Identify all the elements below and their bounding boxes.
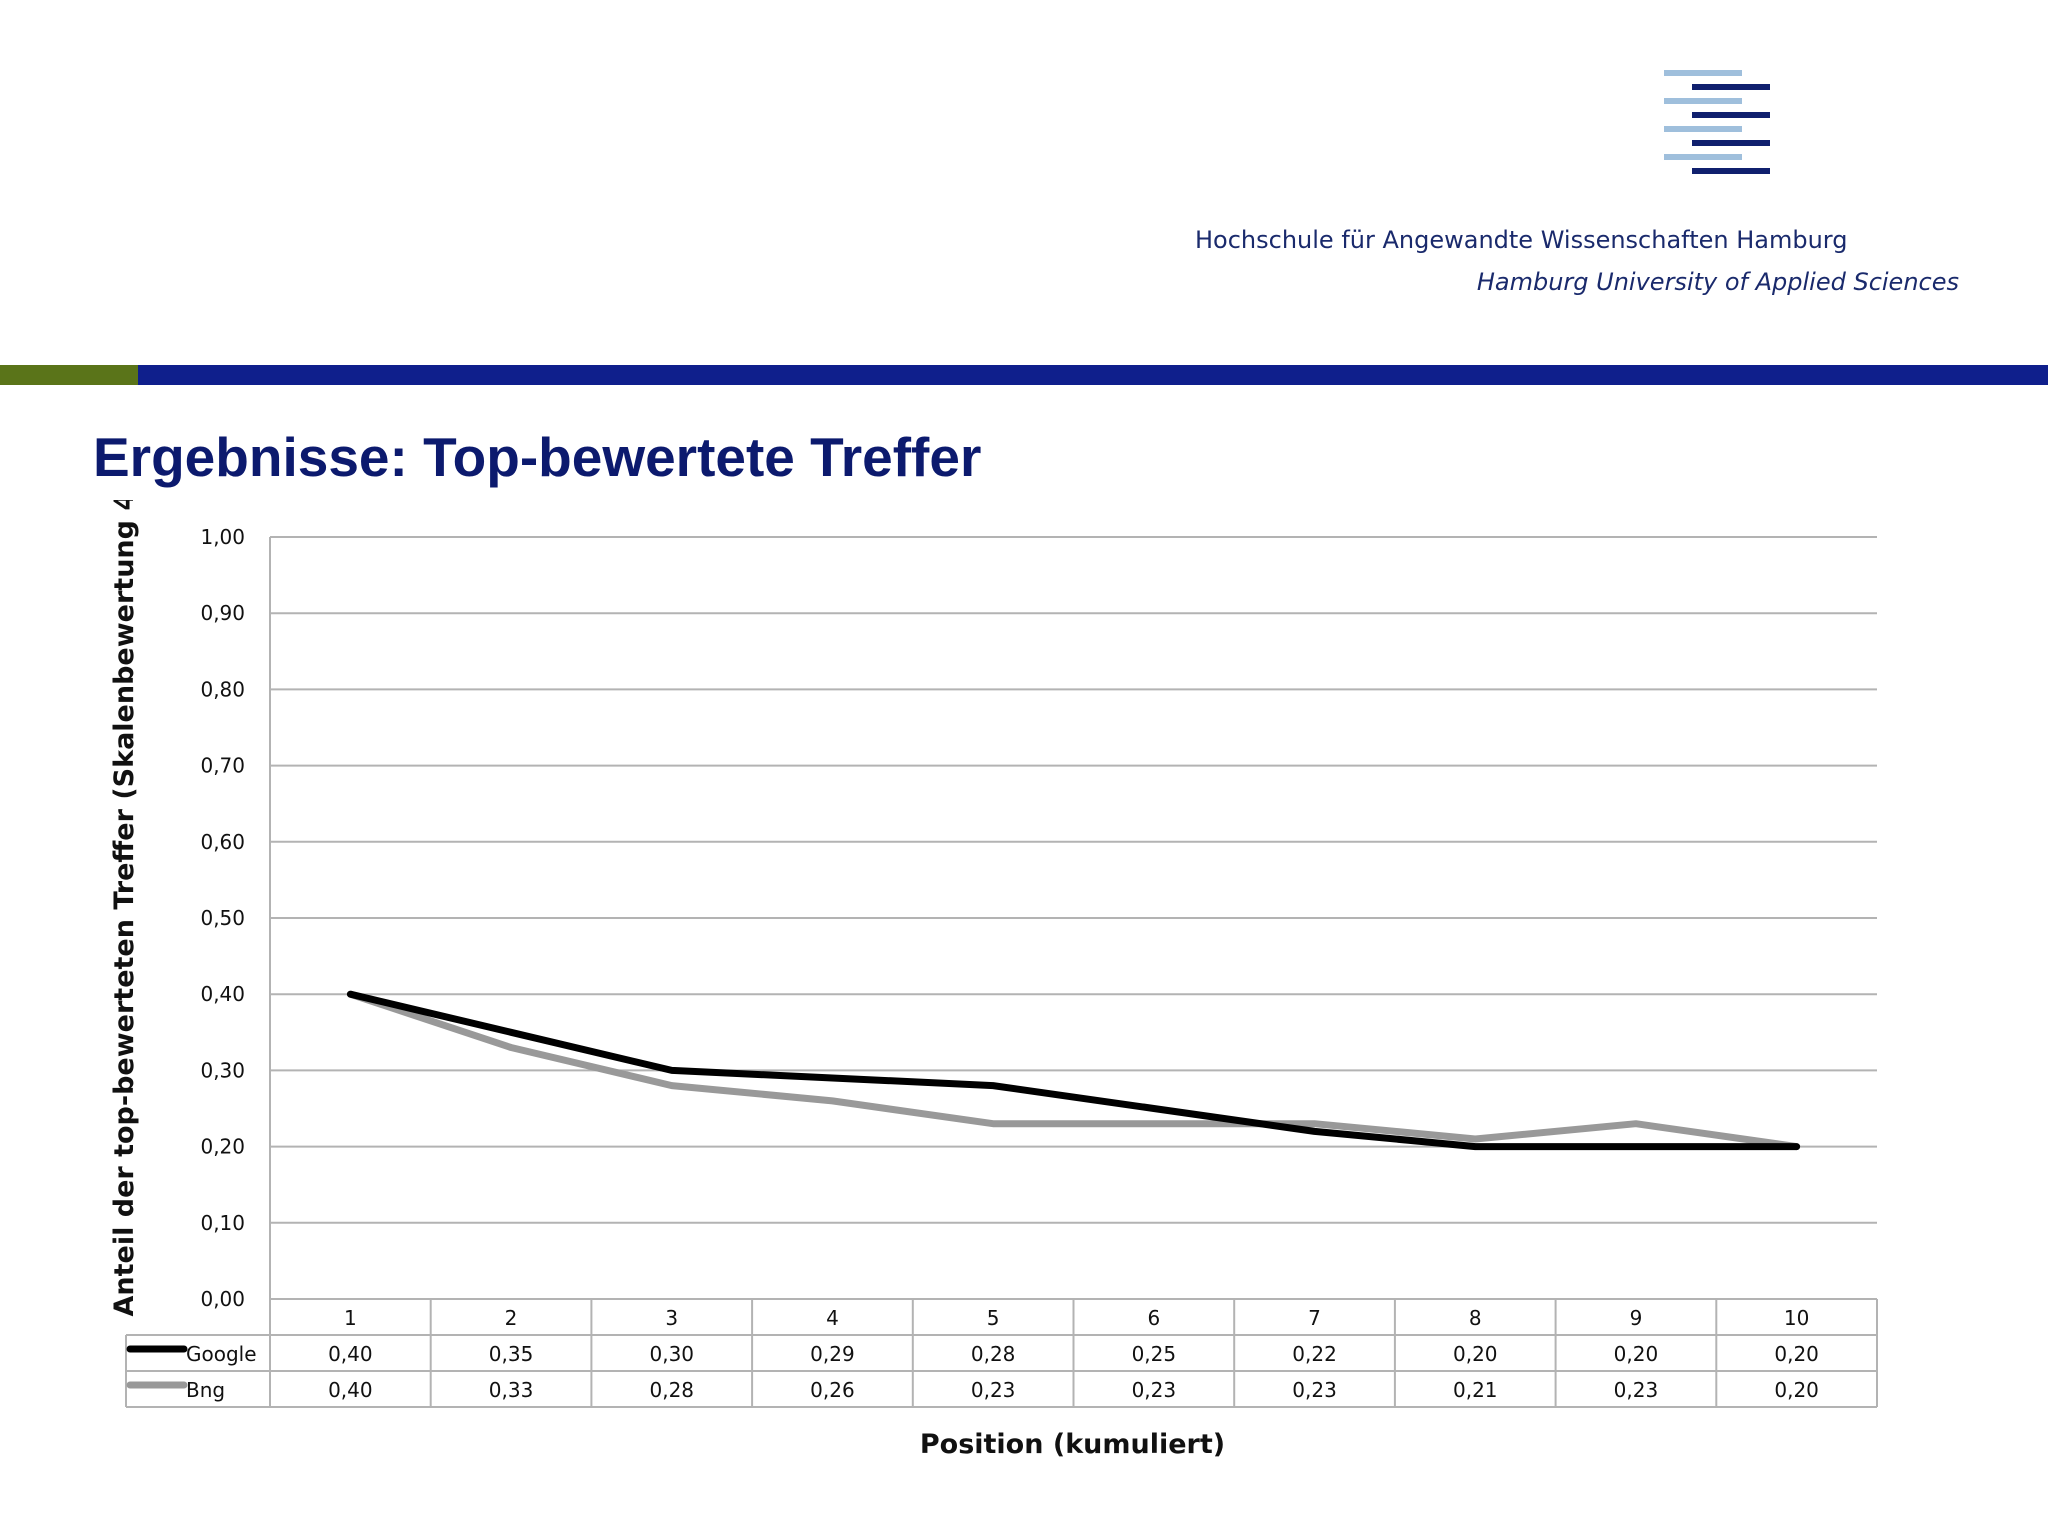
y-axis-label: Anteil der top-bewerteten Treffer (Skale…: [109, 500, 140, 1317]
series-line-bng: [346, 990, 1801, 1151]
y-tick-label: 0,10: [200, 1211, 245, 1235]
page-title: Ergebnisse: Top-bewertete Treffer: [93, 426, 982, 488]
data-table-value: 0,28: [971, 1342, 1016, 1366]
y-tick-label: 0,60: [200, 830, 245, 854]
x-tick-label: 8: [1469, 1306, 1482, 1330]
y-tick-label: 0,90: [200, 601, 245, 625]
data-table-value: 0,40: [328, 1342, 373, 1366]
y-tick-label: 0,70: [200, 754, 245, 778]
data-point: [1314, 1123, 1316, 1125]
data-table-value: 0,28: [649, 1378, 694, 1402]
y-tick-label: 0,30: [200, 1058, 245, 1082]
data-point: [1635, 1146, 1637, 1148]
data-table-value: 0,29: [810, 1342, 855, 1366]
logo-stripes-icon: [1664, 70, 1770, 174]
data-table-value: 0,20: [1614, 1342, 1659, 1366]
header-bar-green-segment: [0, 365, 138, 385]
legend-label: Bng: [186, 1378, 225, 1402]
data-table-value: 0,35: [489, 1342, 534, 1366]
data-point: [1153, 1108, 1155, 1109]
data-table-value: 0,21: [1453, 1378, 1498, 1402]
data-point: [831, 1077, 833, 1079]
data-table-value: 0,22: [1292, 1342, 1337, 1366]
data-point: [671, 1085, 673, 1087]
data-table-value: 0,25: [1132, 1342, 1177, 1366]
x-tick-label: 9: [1630, 1306, 1643, 1330]
data-table-value: 0,26: [810, 1378, 855, 1402]
x-tick-label: 4: [826, 1306, 839, 1330]
data-table: 1 2 3 4 5 6 7 8 9 10 Google 0,40 0,35 0,30 0,29 0,28 0,2…: [125, 1299, 1878, 1408]
data-table-value: 0,23: [1132, 1378, 1177, 1402]
data-point: [831, 1100, 833, 1102]
series-line-google: [346, 990, 1801, 1151]
data-point: [1474, 1146, 1476, 1148]
data-table-value: 0,20: [1774, 1342, 1819, 1366]
chart-gridlines: [269, 536, 1877, 1300]
data-point: [992, 1123, 994, 1125]
y-tick-label: 0,50: [200, 906, 245, 930]
y-tick-label: 0,20: [200, 1135, 245, 1159]
header-bar-blue-segment: [138, 365, 2048, 385]
data-point: [1474, 1138, 1476, 1140]
data-point: [510, 1031, 512, 1033]
data-table-value: 0,30: [649, 1342, 694, 1366]
x-tick-label: 3: [665, 1306, 678, 1330]
x-tick-label: 2: [505, 1306, 518, 1330]
y-tick-label: 0,00: [200, 1287, 245, 1311]
y-tick-label: 0,80: [200, 677, 245, 701]
data-point: [1635, 1123, 1637, 1125]
x-tick-label: 1: [344, 1306, 357, 1330]
x-tick-label: 7: [1308, 1306, 1321, 1330]
data-table-value: 0,20: [1453, 1342, 1498, 1366]
data-point: [1153, 1123, 1155, 1125]
y-tick-label: 1,00: [200, 525, 245, 549]
x-tick-label: 6: [1147, 1306, 1160, 1330]
data-table-value: 0,20: [1774, 1378, 1819, 1402]
x-axis-label: Position (kumuliert): [920, 1429, 1225, 1460]
x-tick-label: 10: [1784, 1306, 1809, 1330]
y-axis-tick-labels: 0,00 0,10 0,20 0,30 0,40 0,50 0,60 0,70 0,80 0,90…: [200, 525, 245, 1311]
y-tick-label: 0,40: [200, 982, 245, 1006]
line-chart: 0,00 0,10 0,20 0,30 0,40 0,50 0,60 0,70 0,80 0,90…: [109, 500, 1878, 1460]
data-table-value: 0,23: [1292, 1378, 1337, 1402]
data-point: [510, 1047, 512, 1049]
university-name-english: Hamburg University of Applied Sciences: [1476, 268, 1959, 296]
data-table-value: 0,40: [328, 1378, 373, 1402]
data-table-value: 0,23: [971, 1378, 1016, 1402]
header-divider-bar: [0, 365, 2048, 385]
data-table-value: 0,33: [489, 1378, 534, 1402]
data-point: [671, 1069, 673, 1071]
legend-label: Google: [186, 1342, 257, 1366]
chart-series: [346, 990, 1801, 1151]
data-point: [1314, 1130, 1316, 1132]
data-point: [1796, 1146, 1798, 1148]
university-name-german: Hochschule für Angewandte Wissenschaften…: [1195, 226, 1848, 254]
data-table-value: 0,23: [1614, 1378, 1659, 1402]
x-tick-label: 5: [987, 1306, 1000, 1330]
data-point: [992, 1085, 994, 1087]
data-point: [349, 993, 351, 995]
university-logo: [1664, 70, 1774, 184]
